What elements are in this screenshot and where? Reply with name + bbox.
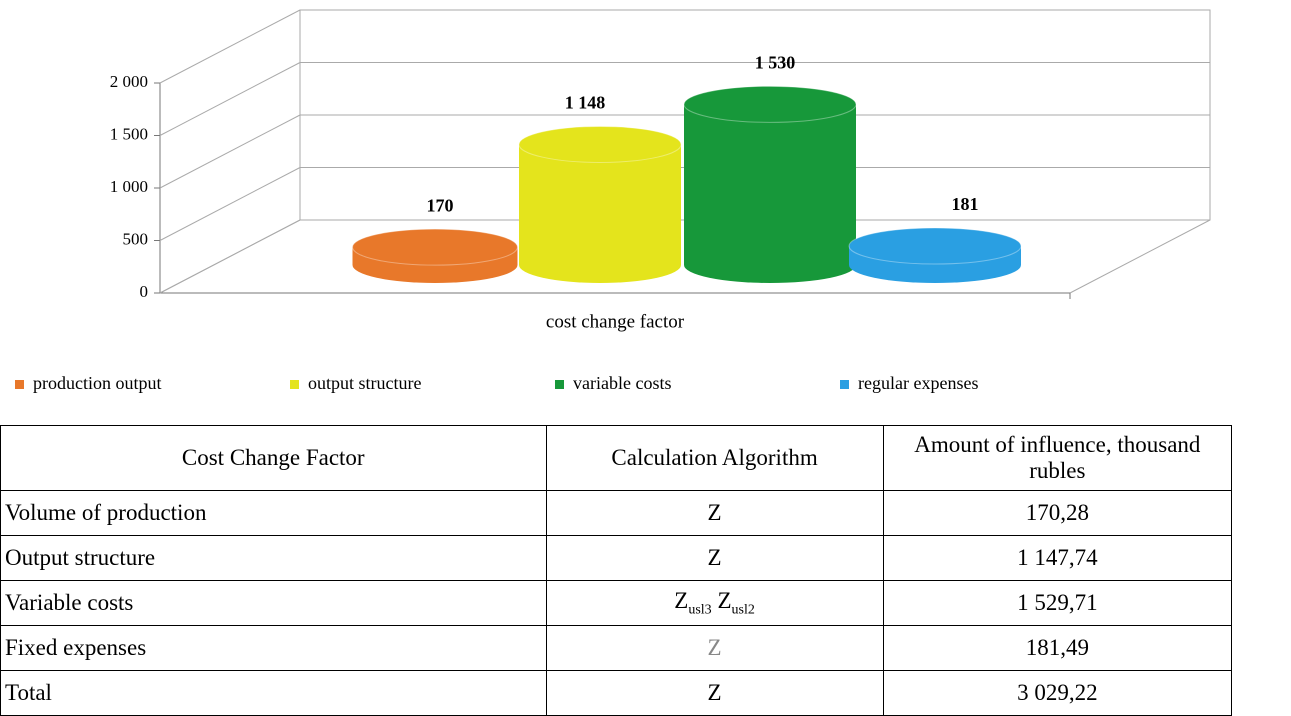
y-tick-label: 1 500 (110, 124, 148, 143)
table-cell: Variable costs (0, 580, 547, 626)
table-row: Total Z 3 029,22 (0, 670, 1233, 716)
chart: cost change factor 0 500 1 000 1 500 2 000 17… (15, 9, 1211, 393)
table-cell: Z (545, 670, 884, 716)
table-cell: Z (545, 625, 884, 671)
legend-swatch (840, 380, 849, 389)
table-row: Variable costs Zusl3 Zusl2 1 529,71 (0, 580, 1233, 626)
header-cell: Amount of influence, thousand rubles (882, 425, 1233, 491)
table-cell: Total (0, 670, 547, 716)
table-cell: 1 529,71 (882, 580, 1233, 626)
formula-subscript: usl2 (731, 602, 755, 618)
legend-label: output structure (308, 373, 421, 393)
table-cell: 181,49 (882, 625, 1233, 671)
grid-line (159, 9, 301, 84)
table-cell: Zusl3 Zusl2 (545, 580, 884, 626)
table-cell: 3 029,22 (882, 670, 1233, 716)
cylinder-body (519, 144, 681, 265)
table-row: Output structure Z 1 147,74 (0, 535, 1233, 581)
cylinder-body (684, 104, 856, 265)
x-axis-label: cost change factor (546, 311, 685, 332)
table-cell: Fixed expenses (0, 625, 547, 671)
value-label: 1 148 (565, 93, 606, 113)
y-tick-label: 2 000 (110, 72, 148, 91)
grid-line (159, 219, 301, 294)
header-row: Cost Change Factor Calculation Algorithm A… (0, 425, 1233, 491)
table-cell: 1 147,74 (882, 535, 1233, 581)
value-label: 181 (952, 194, 979, 214)
legend-label: variable costs (573, 373, 671, 393)
value-label: 170 (427, 195, 454, 215)
legend-label: production output (33, 373, 162, 393)
factor-table: Cost Change Factor Calculation Algorithm A… (0, 425, 1233, 716)
header-cell: Calculation Algorithm (545, 425, 884, 491)
grid-line (159, 62, 301, 136)
grid-line (159, 167, 301, 241)
table-cell: Volume of production (0, 490, 547, 536)
cylinder-top (518, 125, 682, 163)
table-cell: Z (545, 535, 884, 581)
table-row: Volume of production Z 170,28 (0, 490, 1233, 536)
value-label: 1 530 (755, 52, 796, 72)
formula-symbol: Z (717, 587, 732, 613)
table-cell: Output structure (0, 535, 547, 581)
grid-line (159, 114, 301, 189)
legend-swatch (15, 380, 24, 389)
table-cell: Z (545, 490, 884, 536)
legend-label: regular expenses (858, 373, 978, 393)
cylinder-top (683, 85, 857, 123)
cylinder-top (352, 228, 518, 266)
y-tick-label: 0 (140, 282, 149, 301)
header-cell: Cost Change Factor (0, 425, 547, 491)
y-tick-label: 500 (123, 229, 149, 248)
formula-symbol: Z (674, 587, 689, 613)
legend-swatch (555, 380, 564, 389)
cylinder-top (848, 227, 1022, 265)
y-tick-label: 1 000 (110, 177, 148, 196)
table-cell: 170,28 (882, 490, 1233, 536)
formula-subscript: usl3 (688, 602, 712, 618)
legend-swatch (290, 380, 299, 389)
table-row: Fixed expenses Z 181,49 (0, 625, 1233, 671)
